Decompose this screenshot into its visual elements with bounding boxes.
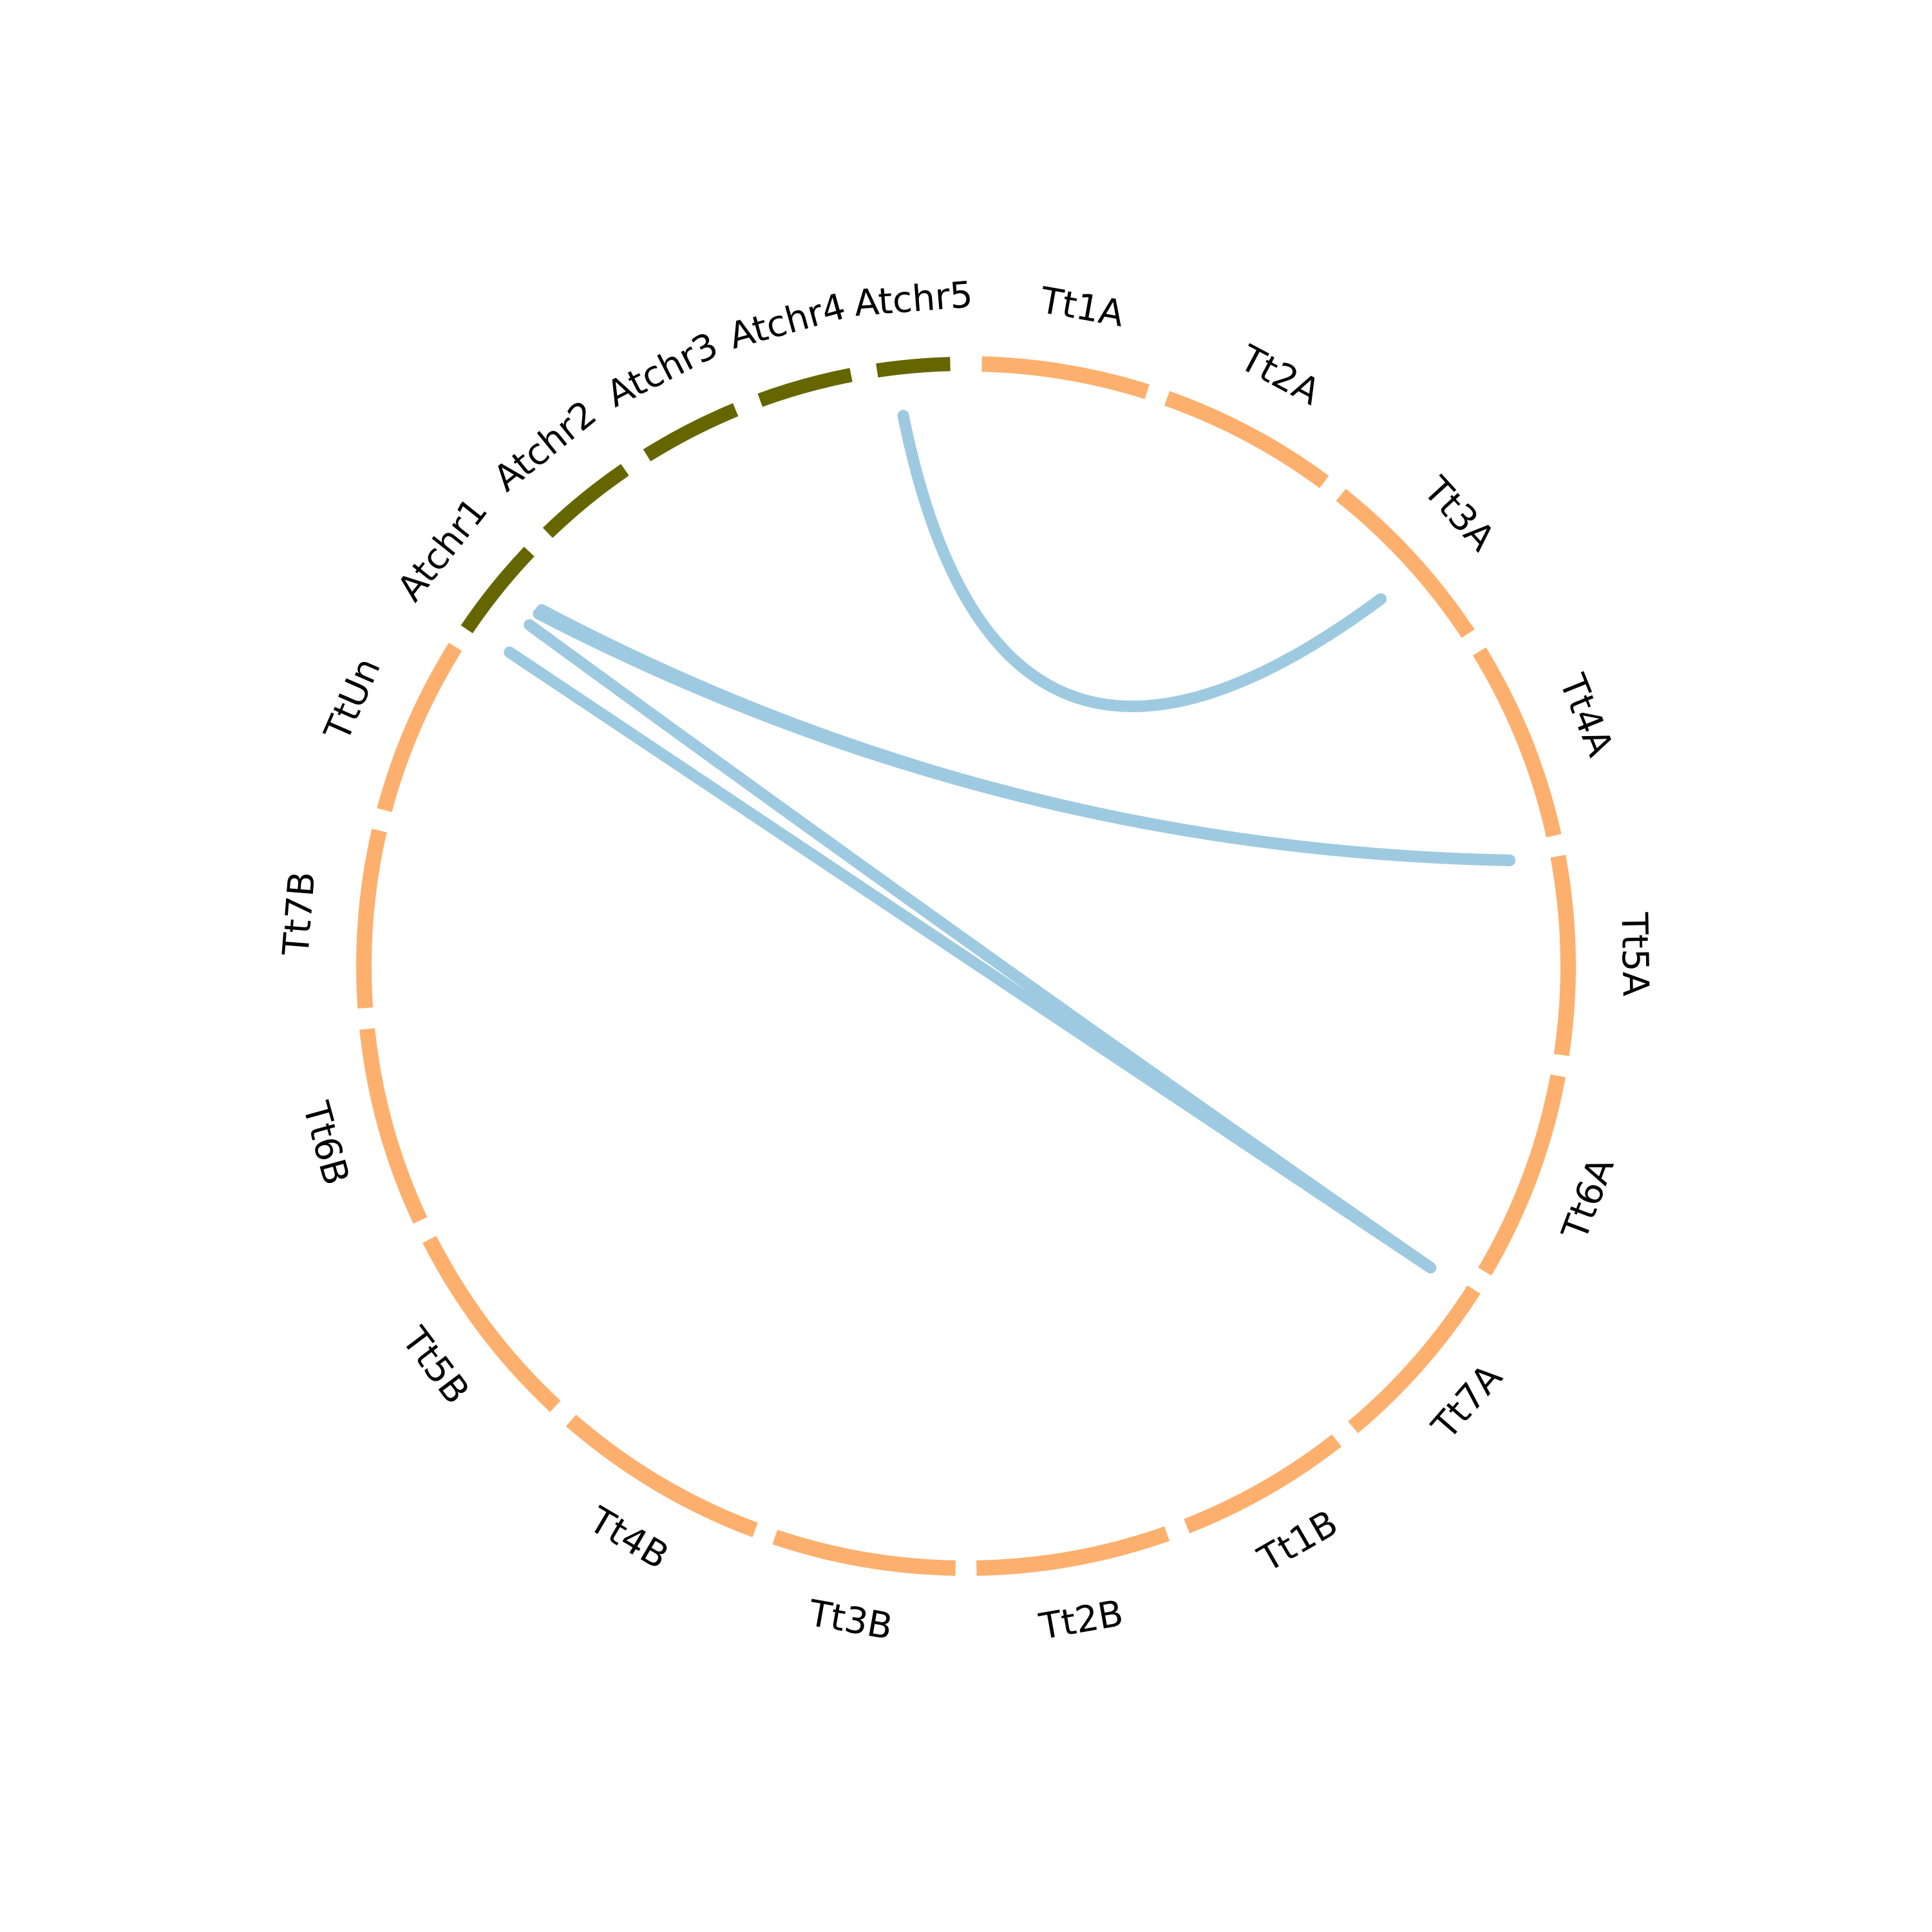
segment-tt5a <box>1550 855 1576 1056</box>
segment-tt2b <box>976 1526 1170 1576</box>
links-layer <box>504 410 1516 1274</box>
label-tt4b: Tt4B <box>582 1499 676 1578</box>
label-tt5b: Tt5B <box>393 1320 477 1412</box>
link-atchr1-tt7a <box>504 646 1437 1274</box>
link-atchr1-tt4a <box>536 604 1516 866</box>
segment-tt4a <box>1472 647 1562 838</box>
label-atchr3: Atchr3 <box>600 325 725 416</box>
label-tt3b: Tt3B <box>805 1593 896 1649</box>
segment-tt3a <box>1336 488 1475 638</box>
segment-atchr5 <box>876 357 951 378</box>
segment-tt6b <box>359 1028 428 1224</box>
segment-tt4b <box>565 1414 758 1538</box>
label-tt1b: Tt1B <box>1251 1502 1345 1581</box>
label-atchr5: Atchr5 <box>853 274 974 325</box>
label-tt6b: Tt6B <box>294 1097 357 1189</box>
link-atchr5-tt3a <box>897 410 1387 712</box>
segment-atchr4 <box>757 368 853 407</box>
label-tt7b: Tt7B <box>275 870 323 958</box>
label-ttun: TtUn <box>316 652 389 747</box>
segment-tt2a <box>1164 391 1329 489</box>
segment-tt3b <box>772 1530 956 1576</box>
label-tt1a: Tt1A <box>1037 279 1127 336</box>
segment-tt1b <box>1184 1434 1341 1534</box>
label-atchr2: Atchr2 <box>486 393 605 500</box>
label-tt2a: Tt2A <box>1233 337 1327 413</box>
chromosome-segments <box>356 356 1576 1576</box>
label-tt7a: Tt7A <box>1424 1356 1511 1448</box>
label-atchr4: Atchr4 <box>724 285 850 357</box>
segment-atchr3 <box>643 403 739 462</box>
segment-tt1a <box>981 356 1150 399</box>
label-tt6a: Tt6A <box>1554 1152 1623 1246</box>
label-tt5a: Tt5A <box>1613 911 1656 996</box>
label-tt3a: Tt3A <box>1415 469 1502 560</box>
segment-tt6a <box>1478 1074 1566 1276</box>
label-tt2b: Tt2B <box>1036 1593 1126 1649</box>
segment-tt7a <box>1348 1285 1481 1434</box>
segment-tt7b <box>356 829 387 1009</box>
segment-atchr2 <box>542 464 629 538</box>
segment-ttun <box>377 643 462 813</box>
label-atchr1: Atchr1 <box>390 490 497 609</box>
segment-atchr1 <box>460 546 535 634</box>
label-tt4a: Tt4A <box>1551 668 1621 762</box>
segment-tt5b <box>422 1236 561 1412</box>
